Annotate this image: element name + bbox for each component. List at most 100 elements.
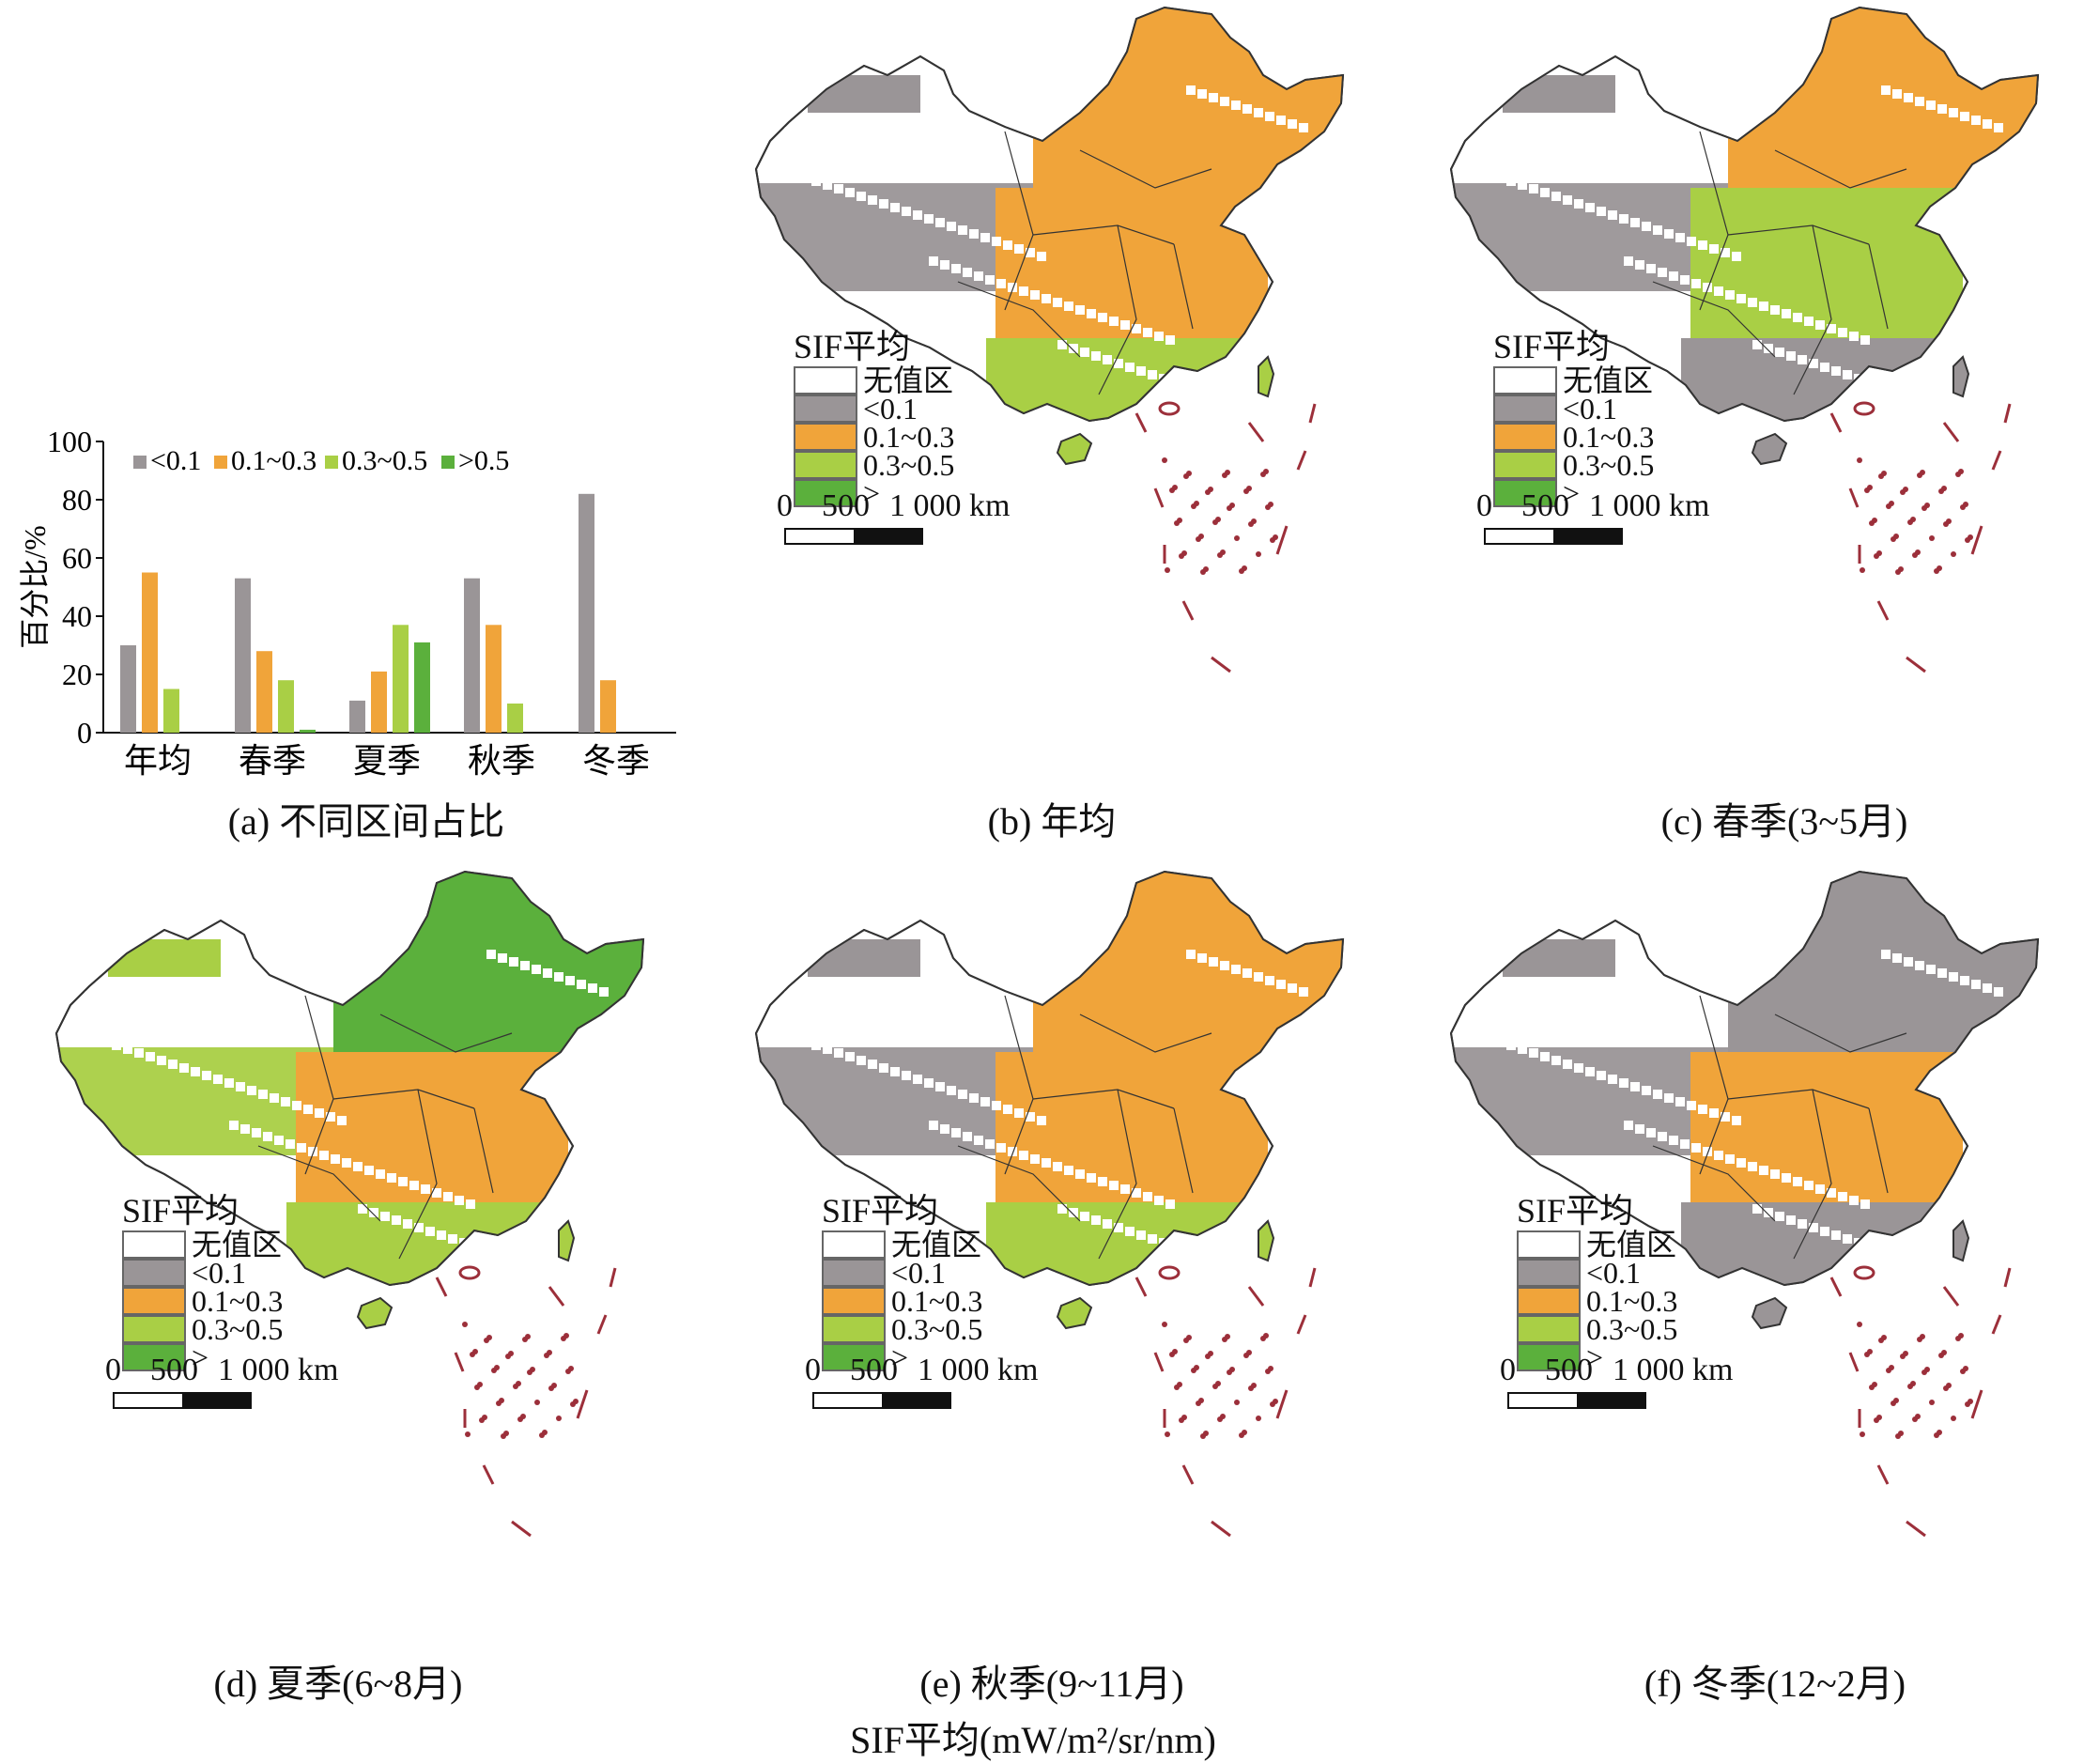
island-dot [1929, 535, 1935, 541]
nodata-pixel [1019, 1151, 1028, 1160]
island-dot [1246, 1350, 1252, 1355]
nine-dash-line [1970, 1389, 1983, 1419]
nodata-pixel [1989, 419, 1999, 421]
bar-chart: 0 20 40 60 80 100 百分比/% 年均 春季 夏季 秋季 冬季 <0.1 0.1~0.3 0.… [18, 425, 676, 780]
nodata-pixel [516, 1257, 525, 1266]
map-panel-summer [23, 864, 700, 1653]
nine-dash-line [1308, 403, 1317, 424]
nodata-pixel [863, 153, 872, 162]
nodata-pixel [353, 1162, 363, 1171]
legend-item: <0.1 [794, 394, 918, 424]
nodata-pixel [1764, 1208, 1773, 1217]
legend-swatch [122, 1343, 186, 1371]
nodata-pixel [455, 1196, 464, 1205]
nodata-pixel [1888, 1249, 1897, 1259]
nodata-pixel [471, 1242, 480, 1251]
nodata-pixel [532, 965, 541, 974]
island-dot [1893, 534, 1899, 539]
nodata-pixel [179, 1063, 189, 1073]
sif-region-northwest [108, 939, 221, 977]
nodata-pixel [459, 1238, 469, 1247]
legend-label: > [863, 476, 881, 510]
nodata-pixel [387, 1173, 396, 1183]
bar-年均-<0.1 [120, 645, 136, 733]
nodata-pixel [1170, 1242, 1180, 1251]
nodata-pixel [1238, 1264, 1247, 1274]
y-axis-label: 百分比/% [19, 525, 52, 649]
nodata-pixel [1922, 1261, 1931, 1270]
nodata-pixel [1646, 1128, 1656, 1137]
hainan-island [1751, 1296, 1788, 1330]
nodata-pixel [1721, 248, 1730, 257]
nodata-pixel [940, 1124, 949, 1134]
nodata-pixel [1037, 1116, 1046, 1125]
bar-秋季-<0.1 [464, 578, 480, 733]
nodata-pixel [229, 1121, 239, 1130]
nodata-pixel [1680, 1139, 1690, 1149]
caption-b: (b) 年均 [987, 800, 1117, 843]
nodata-pixel [1748, 1162, 1757, 1171]
nodata-pixel [1838, 328, 1847, 337]
nodata-pixel [1132, 324, 1141, 333]
nodata-pixel [342, 1158, 351, 1168]
legend-swatch [1493, 366, 1557, 395]
nodata-pixel [829, 1006, 839, 1015]
nodata-pixel [1949, 108, 1958, 117]
legend-swatch [1517, 1315, 1581, 1343]
scale-label: 0 [777, 488, 793, 523]
nodata-pixel [1831, 366, 1841, 376]
scale-label: 500 [822, 488, 870, 523]
nodata-pixel [1910, 393, 1920, 402]
nodata-pixel [1624, 1121, 1633, 1130]
island-dot [1946, 1383, 1952, 1388]
island-dot [1194, 1365, 1199, 1370]
nodata-pixel [100, 1037, 110, 1046]
nodata-pixel [1165, 335, 1175, 345]
island-dot [1203, 566, 1209, 572]
nodata-pixel [443, 1192, 453, 1201]
province-border [1774, 1014, 1907, 1053]
nodata-pixel [1899, 389, 1908, 398]
nodata-pixel [538, 1264, 548, 1274]
nodata-pixel [1091, 1215, 1101, 1225]
nodata-pixel [1197, 953, 1207, 963]
island-dot [1177, 1382, 1182, 1387]
island-dot [1946, 518, 1952, 524]
island-dot [1198, 1398, 1204, 1403]
sif-region-northwest [1503, 75, 1615, 113]
nodata-pixel [963, 1132, 972, 1141]
nodata-pixel [1536, 146, 1545, 155]
nodata-pixel [146, 1052, 155, 1061]
island-dot [1876, 1415, 1882, 1420]
island-dot [482, 1415, 487, 1420]
nodata-pixel [1619, 1078, 1628, 1088]
nodata-pixel [1209, 93, 1218, 102]
nodata-pixel [1820, 363, 1829, 372]
nodata-pixel [1109, 317, 1119, 326]
nodata-pixel [509, 957, 518, 967]
nodata-pixel [1736, 294, 1746, 303]
nodata-pixel [1120, 1184, 1130, 1194]
nodata-pixel [1978, 1279, 1987, 1285]
island-dot [547, 1350, 552, 1355]
legend-item: 0.1~0.3 [122, 1286, 283, 1316]
nodata-pixel [1967, 1276, 1976, 1285]
nodata-pixel [96, 995, 105, 1004]
nine-dash-line [1211, 1520, 1231, 1538]
legend-swatch [794, 479, 857, 507]
nodata-pixel [1125, 363, 1134, 372]
island-dot [1263, 1333, 1269, 1338]
legend-label: 0.3~0.5 [1563, 448, 1655, 482]
legend-label: 0.3~0.5 [891, 1312, 983, 1346]
bar-冬季-0.1~0.3 [600, 680, 616, 733]
legend-swatch [794, 366, 857, 395]
nodata-pixel [1983, 983, 1992, 993]
nodata-pixel [1249, 404, 1258, 413]
nine-dash-line [1153, 1352, 1165, 1372]
nodata-pixel [1479, 127, 1489, 136]
nodata-pixel [448, 1234, 457, 1244]
sif-region-west [1451, 1047, 1728, 1155]
nodata-pixel [784, 991, 794, 1000]
nodata-pixel [1125, 1227, 1134, 1236]
nodata-pixel [1603, 1032, 1613, 1042]
